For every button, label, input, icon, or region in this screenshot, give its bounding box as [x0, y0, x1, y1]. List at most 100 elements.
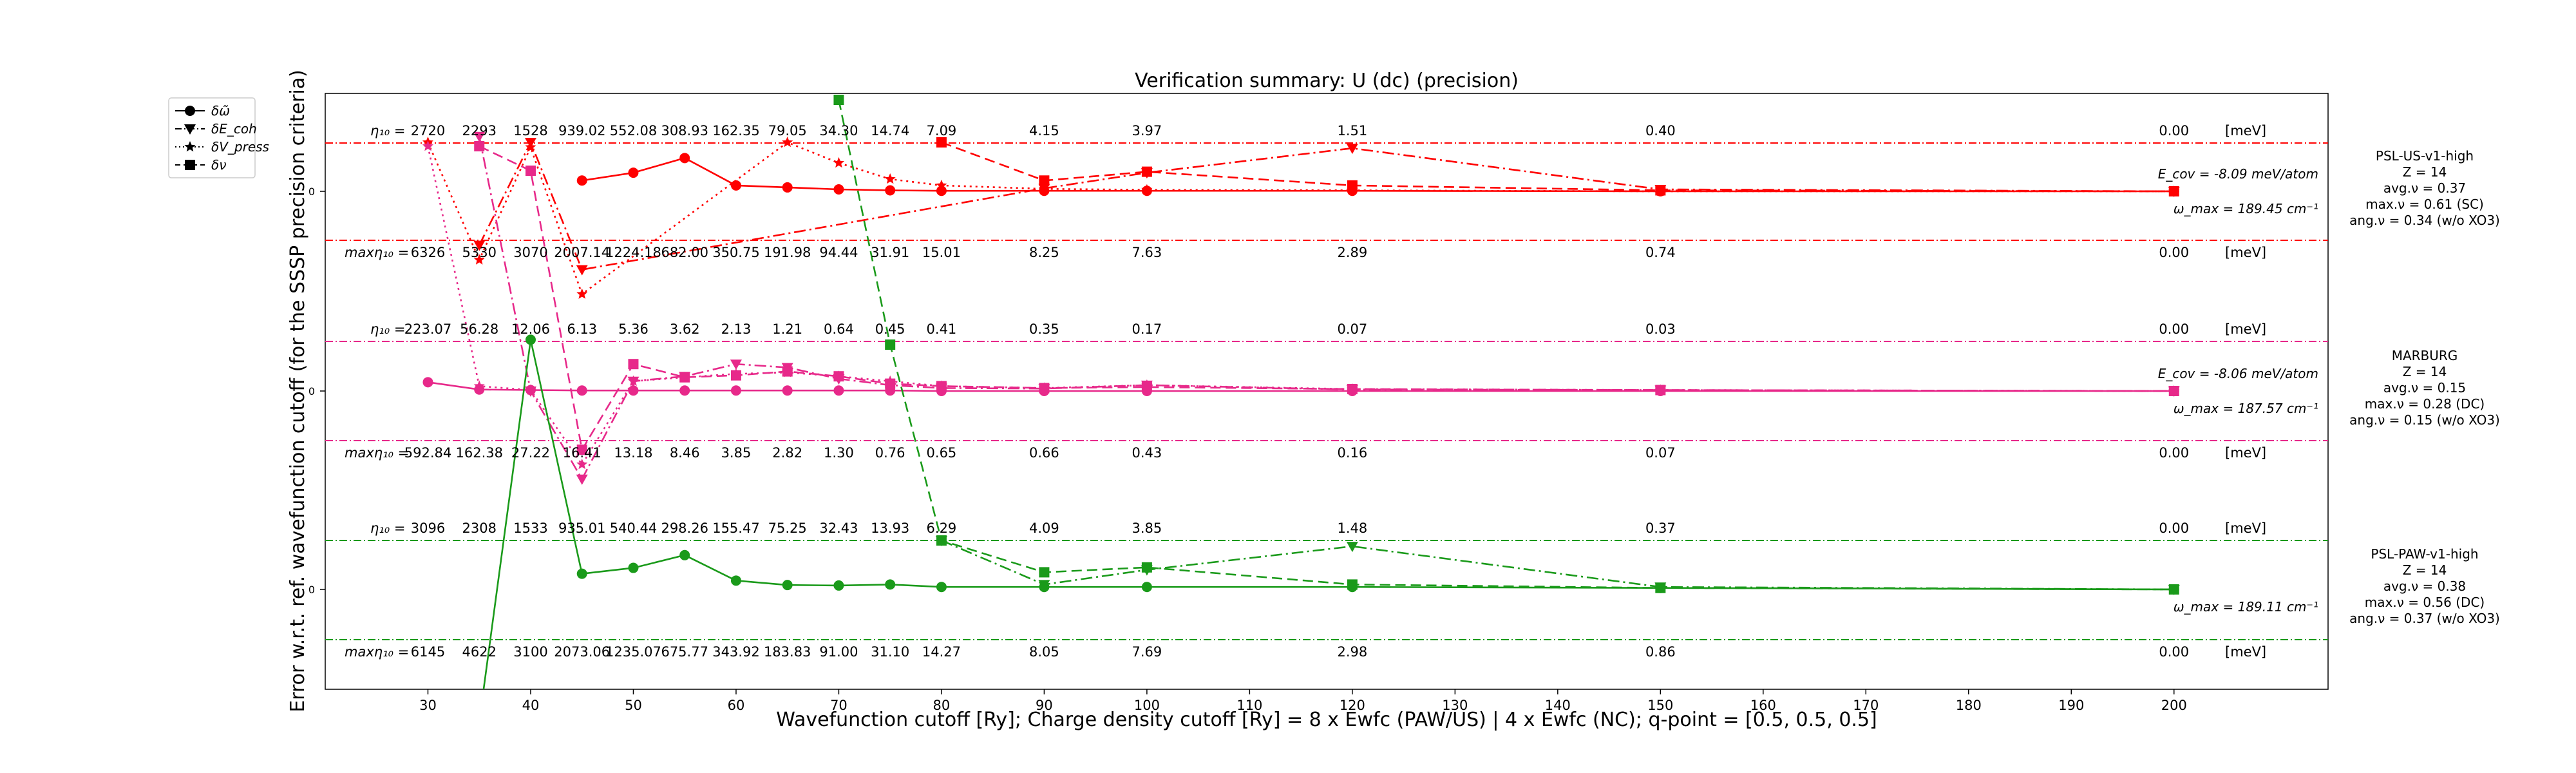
maxeta-value: 0.07 — [1645, 445, 1676, 461]
eta-value: 12.06 — [511, 321, 550, 337]
eta-row-label: η₁₀ = — [370, 321, 405, 337]
maxeta-value: 3.85 — [721, 445, 752, 461]
maxeta-value: 0.16 — [1337, 445, 1367, 461]
data-point-omega — [474, 384, 485, 395]
eta-value: 0.37 — [1645, 520, 1676, 536]
panel-info-line: Z = 14 — [2403, 164, 2447, 180]
panel-info-line: Z = 14 — [2403, 364, 2447, 379]
data-point-nu — [833, 371, 844, 382]
maxeta-value: 3070 — [513, 245, 547, 260]
maxeta-value: 1.30 — [824, 445, 854, 461]
data-point-omega — [422, 377, 433, 388]
series-line-ecoh — [941, 539, 2174, 591]
data-point-omega — [628, 385, 639, 396]
eta-value: 6.29 — [927, 520, 957, 536]
series-line-ecoh — [478, 140, 2174, 271]
data-point-omega — [782, 580, 793, 591]
data-point-omega — [730, 180, 741, 191]
maxeta-value: 183.83 — [764, 644, 811, 660]
data-point-nu — [525, 166, 536, 176]
series-line-nu — [941, 141, 2174, 193]
cohesive-energy-label: E_cov = -8.06 meV/atom — [2158, 366, 2318, 381]
series-line-nu — [838, 99, 2174, 591]
maxeta-value: 1224.18 — [605, 245, 661, 260]
eta-value: 7.09 — [927, 123, 957, 138]
omega-max-label: ω_max = 189.45 cm⁻¹ — [2174, 201, 2318, 216]
panel-info-line: ang.ν = 0.37 (w/o XO3) — [2349, 611, 2500, 626]
unit-label-maxeta: [meV] — [2225, 445, 2266, 461]
data-point-vpress — [782, 137, 793, 148]
eta-value: 0.45 — [875, 321, 905, 337]
eta-value: 1533 — [513, 520, 547, 536]
data-point-omega — [474, 716, 484, 727]
y-tick-label: 0 — [308, 385, 315, 397]
data-point-ecoh — [576, 265, 588, 276]
eta-row-label: η₁₀ = — [370, 520, 405, 536]
maxeta-value: 91.00 — [819, 644, 858, 660]
data-point-omega — [2168, 584, 2179, 595]
eta-value: 4.09 — [1029, 520, 1059, 536]
eta-value: 0.40 — [1645, 123, 1676, 138]
eta-value: 0.41 — [927, 321, 957, 337]
data-point-nu — [1039, 175, 1050, 186]
x-tick-label: 60 — [728, 698, 745, 713]
eta-value: 6.13 — [567, 321, 597, 337]
maxeta-value: 162.38 — [455, 445, 502, 461]
data-point-omega — [833, 184, 844, 195]
data-point-vpress — [473, 254, 485, 265]
maxeta-value: 2.98 — [1337, 644, 1367, 660]
eta-value: 0.07 — [1337, 321, 1367, 337]
maxeta-value: 343.92 — [712, 644, 759, 660]
panel-info-line: avg.ν = 0.38 — [2383, 578, 2466, 594]
eta-value: 3096 — [411, 520, 445, 536]
x-tick-label: 170 — [1853, 698, 1879, 713]
maxeta-value: 13.18 — [614, 445, 652, 461]
data-point-ecoh — [1346, 542, 1358, 553]
data-point-omega — [1655, 386, 1666, 396]
panel-info-line: max.ν = 0.56 (DC) — [2365, 595, 2485, 610]
maxeta-value: 2007.14 — [554, 245, 610, 260]
eta-value: 540.44 — [610, 520, 657, 536]
eta-row-label: η₁₀ = — [370, 123, 405, 138]
maxeta-value: 0.65 — [927, 445, 957, 461]
eta-value: 3.62 — [670, 321, 700, 337]
maxeta-value: 27.22 — [511, 445, 550, 461]
panel-info-line: avg.ν = 0.37 — [2383, 180, 2466, 196]
data-point-nu — [936, 137, 947, 148]
eta-value: 1.51 — [1337, 123, 1367, 138]
series-line-nu — [478, 145, 2174, 452]
data-point-omega — [679, 549, 690, 560]
x-tick-label: 100 — [1134, 698, 1160, 713]
eta-value: 32.43 — [819, 520, 858, 536]
maxeta-value: 7.63 — [1132, 245, 1162, 260]
data-point-omega — [833, 580, 844, 591]
data-point-omega — [885, 185, 896, 196]
unit-label-eta: [meV] — [2225, 520, 2266, 536]
data-point-nu — [1141, 562, 1152, 573]
eta-value: 3.85 — [1132, 520, 1162, 536]
data-point-omega — [730, 385, 741, 396]
eta-value: 935.01 — [558, 520, 605, 536]
eta-value: 1528 — [513, 123, 547, 138]
eta-value: 56.28 — [460, 321, 498, 337]
eta-value: 939.02 — [558, 123, 605, 138]
data-point-omega — [885, 385, 896, 396]
eta-value: 3.97 — [1132, 123, 1162, 138]
data-point-omega — [1655, 582, 1666, 593]
chart-title: Verification summary: U (dc) (precision) — [1135, 70, 1519, 92]
eta-value: 1.21 — [772, 321, 802, 337]
eta-value: 0.00 — [2159, 520, 2189, 536]
data-point-omega — [1039, 186, 1050, 196]
eta-value: 0.03 — [1645, 321, 1676, 337]
series-line-vpress — [427, 141, 2174, 296]
maxeta-value: 675.77 — [661, 644, 708, 660]
data-point-vpress — [576, 288, 588, 299]
eta-value: 34.30 — [819, 123, 858, 138]
maxeta-value: 6326 — [411, 245, 445, 260]
maxeta-value: 8.25 — [1029, 245, 1059, 260]
maxeta-value: 350.75 — [712, 245, 759, 260]
x-tick-label: 130 — [1442, 698, 1468, 713]
x-tick-label: 110 — [1236, 698, 1262, 713]
y-axis-label: Error w.r.t. ref. wavefunction cutoff (f… — [287, 70, 309, 712]
